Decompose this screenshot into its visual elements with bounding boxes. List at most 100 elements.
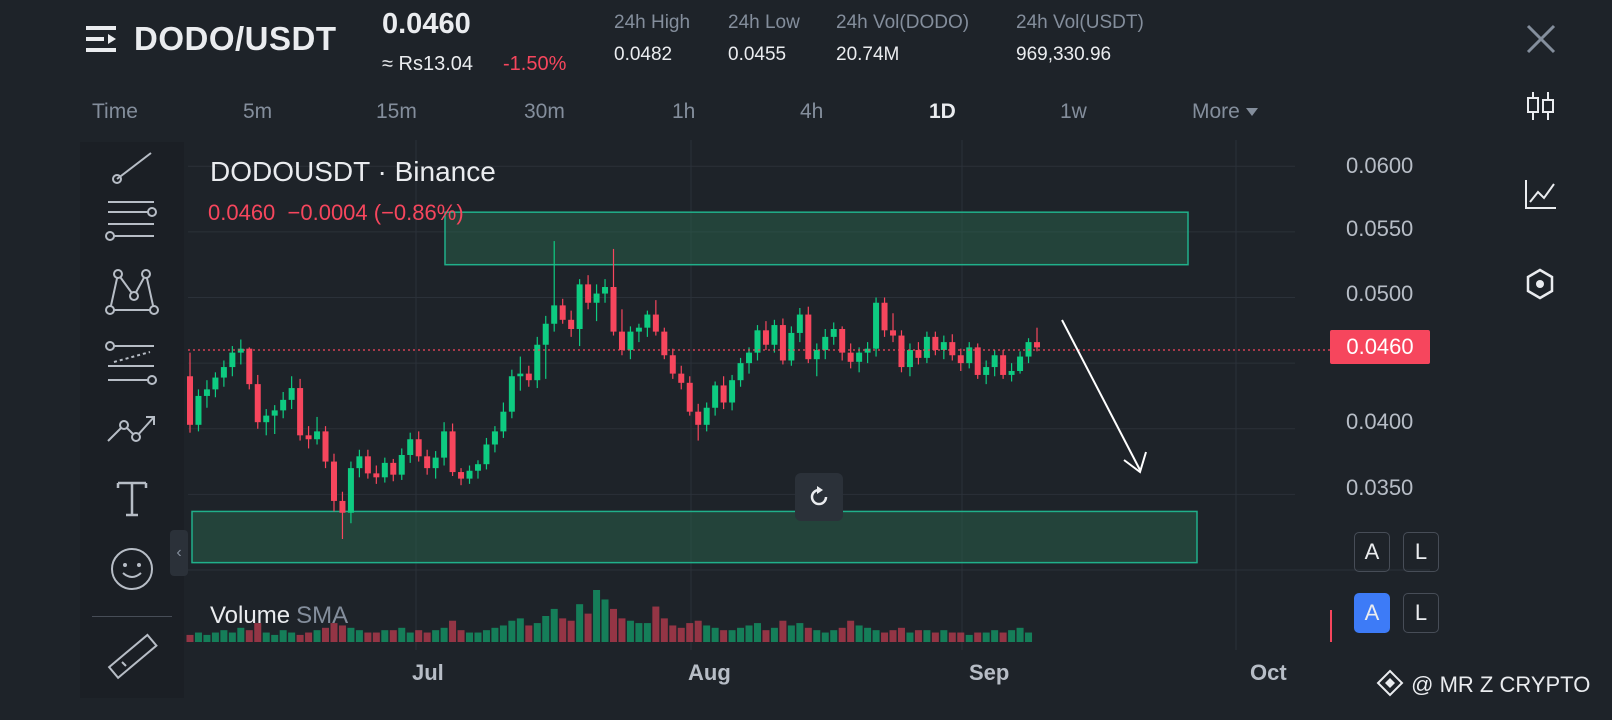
volume-label: Volume [210, 602, 291, 629]
candle-body [322, 431, 329, 462]
drawing-toolbar [80, 142, 184, 698]
candle-body [280, 399, 287, 411]
pattern-tool[interactable] [102, 266, 162, 316]
reset-chart-button[interactable] [795, 473, 843, 521]
candle-body [585, 284, 592, 303]
tab-30m[interactable]: 30m [524, 100, 565, 123]
volume-bar [745, 625, 753, 642]
toolbar-divider [92, 616, 172, 617]
candle-body [695, 411, 702, 425]
candle-body [297, 388, 304, 436]
ruler-tool[interactable] [102, 632, 162, 682]
candle-body [203, 389, 210, 396]
tab-time[interactable]: Time [92, 100, 138, 123]
tab-1w[interactable]: 1w [1060, 100, 1087, 123]
tab-15m[interactable]: 15m [376, 100, 417, 123]
watermark-text: @ MR Z CRYPTO [1411, 671, 1591, 697]
candle-body [839, 329, 846, 353]
tab-1d[interactable]: 1D [929, 100, 956, 123]
candle-body [576, 284, 583, 329]
candle-body [957, 355, 964, 364]
volume-bar [533, 623, 541, 642]
tab-4h[interactable]: 4h [800, 100, 824, 123]
volume-legend: Volume SMA [210, 602, 348, 630]
volume-bar [838, 627, 846, 642]
candle-body [415, 439, 422, 457]
candle-body [771, 325, 778, 345]
stat-value: 0.0455 [728, 44, 787, 65]
candle-body [898, 335, 905, 368]
volume-bar [364, 632, 372, 642]
volume-bar [965, 634, 973, 642]
tab-5m[interactable]: 5m [243, 100, 273, 123]
volume-auto-scale-button[interactable]: A [1354, 593, 1390, 633]
volume-bar [974, 632, 982, 642]
volume-bar [449, 620, 457, 642]
candle-body [610, 287, 617, 332]
volume-bar [525, 625, 533, 642]
reset-icon [810, 486, 828, 506]
tab-1h[interactable]: 1h [672, 100, 696, 123]
horizontal-lines-tool[interactable] [102, 194, 162, 244]
stat-label: 24h Low [728, 12, 800, 33]
volume-bar [889, 630, 897, 642]
collapse-toolbar-button[interactable]: ‹ [170, 530, 188, 576]
candle-body [356, 456, 363, 469]
emoji-tool[interactable] [102, 544, 162, 594]
candle-body [398, 455, 405, 475]
candle-body [644, 314, 651, 328]
candle-body [712, 385, 719, 408]
last-price-tag: 0.0460 [1330, 330, 1430, 364]
volume-bar [821, 632, 829, 642]
stat-value: 969,330.96 [1016, 44, 1112, 65]
volume-bar [372, 632, 380, 642]
candle-body [1025, 342, 1032, 357]
volume-bar [482, 630, 490, 642]
trading-pair-title[interactable]: DODO/USDT [134, 20, 337, 57]
tab-more[interactable]: More [1192, 100, 1258, 124]
volume-bar [423, 632, 431, 642]
text-tool[interactable] [102, 474, 162, 524]
volume-bar [1025, 632, 1033, 642]
volume-bar [245, 630, 253, 642]
volume-bar [635, 623, 643, 642]
candle-body [746, 352, 753, 364]
volume-bar [330, 623, 338, 642]
volume-bar [262, 632, 270, 642]
volume-bar [813, 630, 821, 642]
x-tick: Aug [688, 660, 731, 685]
volume-bar [542, 616, 550, 642]
close-icon[interactable] [1524, 22, 1558, 56]
candle-body [364, 456, 371, 474]
price-change-percent: -1.50% [503, 53, 567, 75]
settings-hexagon-icon[interactable] [1520, 264, 1560, 304]
candle-body [271, 410, 278, 416]
candle-body [220, 367, 227, 378]
candle-body [974, 347, 981, 375]
trend-line-tool[interactable] [102, 142, 162, 192]
candle-body [720, 385, 727, 403]
candle-body [940, 342, 947, 350]
path-tool[interactable] [102, 404, 162, 454]
volume-bar [389, 630, 397, 642]
candle-body [390, 462, 397, 475]
emoji-icon [111, 548, 153, 590]
volume-log-scale-button[interactable]: L [1403, 593, 1439, 633]
candle-body [483, 444, 490, 465]
auto-scale-button[interactable]: A [1354, 532, 1390, 572]
indicators-icon[interactable] [1520, 174, 1560, 214]
log-scale-button[interactable]: L [1403, 532, 1439, 572]
fib-retracement-icon [105, 341, 157, 385]
candle-body [729, 380, 736, 403]
volume-bar [355, 630, 363, 642]
volume-bar [881, 632, 889, 642]
menu-icon[interactable] [86, 24, 120, 54]
candle-body [856, 352, 863, 362]
candle-body [805, 314, 812, 360]
candle-body [432, 457, 439, 469]
fib-retracement-tool[interactable] [102, 338, 162, 388]
candlestick-type-icon[interactable] [1520, 86, 1560, 126]
volume-bar [271, 634, 279, 642]
candle-body [779, 325, 786, 361]
